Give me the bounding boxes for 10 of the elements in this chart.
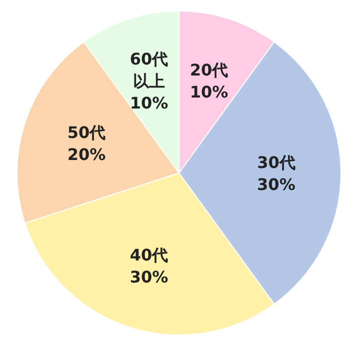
slice-label: 30代 [257, 152, 296, 172]
data-label: 20% [67, 144, 106, 164]
slice-label: 20代 [190, 60, 228, 80]
data-label: 30% [130, 266, 168, 286]
data-label: 10% [130, 93, 168, 112]
slice-label: 40代 [130, 244, 168, 264]
data-label: 30% [257, 174, 296, 194]
data-label: 10% [190, 82, 228, 102]
slice-label: 50代 [67, 122, 106, 142]
slice-label: 60代以上 [130, 49, 168, 90]
